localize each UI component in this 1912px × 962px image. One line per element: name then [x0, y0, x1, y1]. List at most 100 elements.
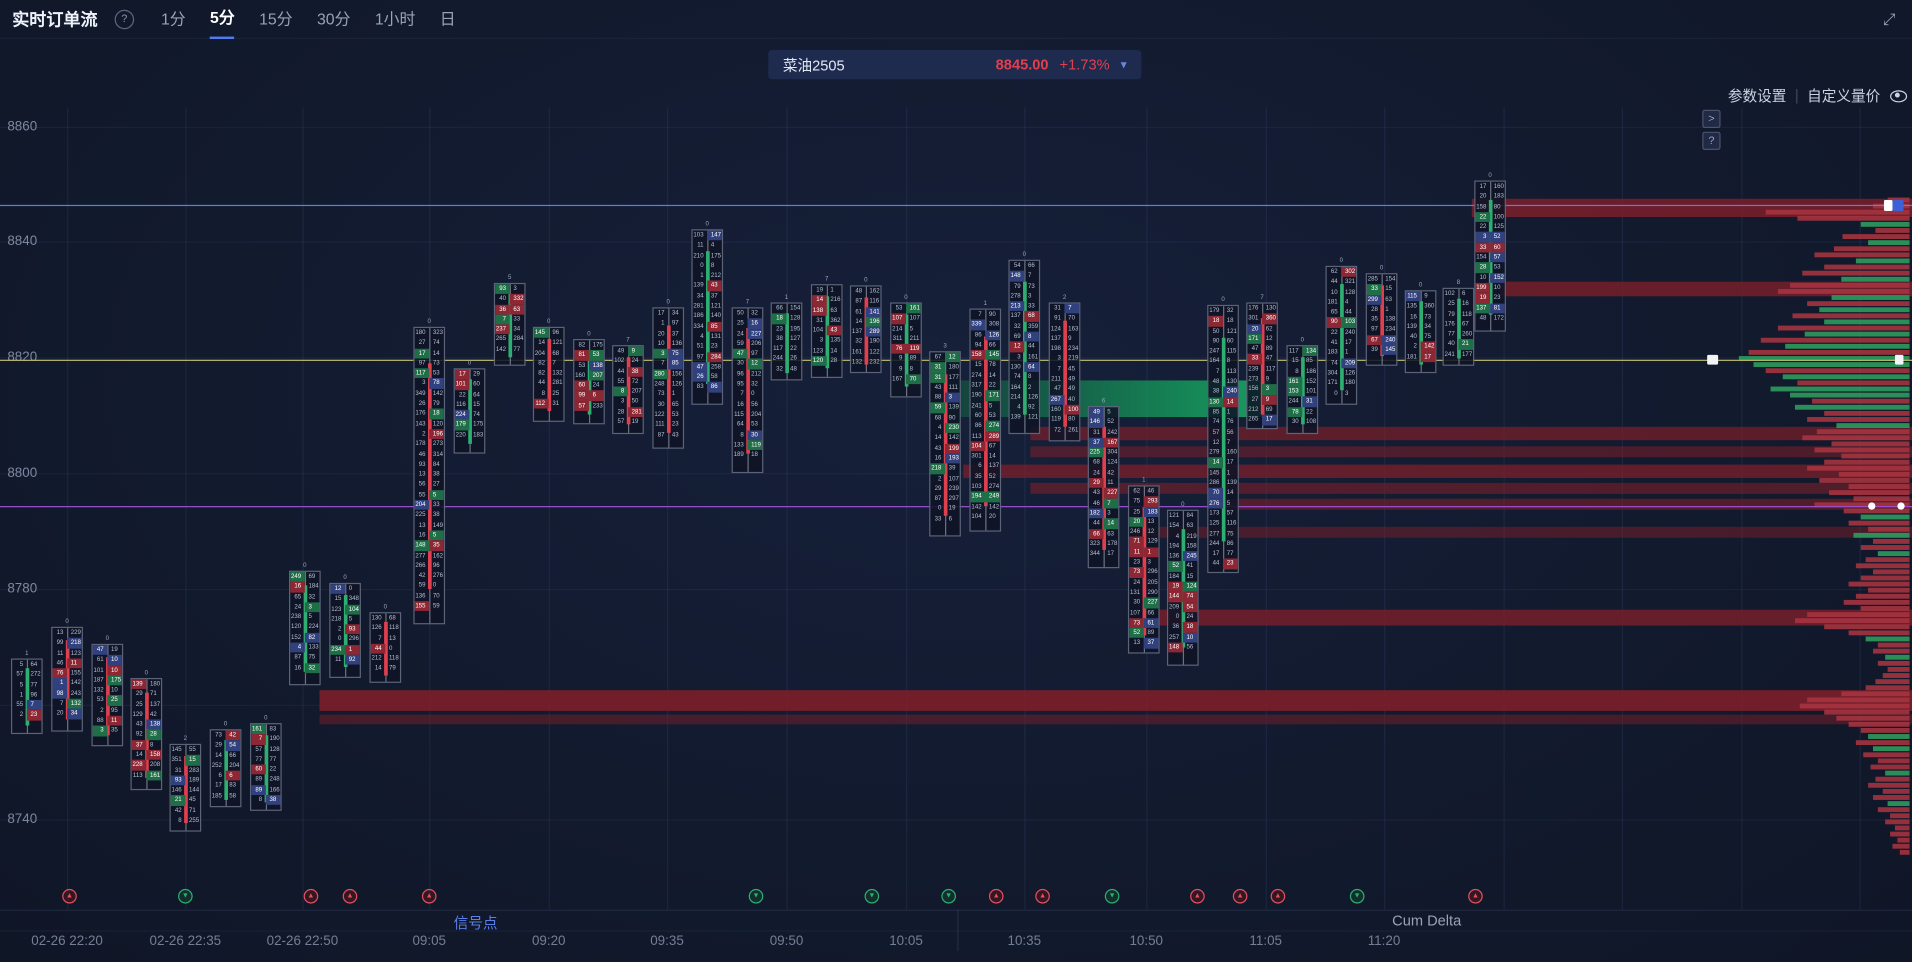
tab-1d[interactable]: 日: [439, 9, 456, 28]
instrument-selector[interactable]: 菜油2505 8845.00 +1.73% ▾: [768, 49, 1142, 80]
footprint-candle[interactable]: 50 32 25 16 24 227 59 206 47 97 30 12 96 212 95 32 7 0 16 5…: [731, 307, 764, 474]
bid-cell: 44: [538, 379, 546, 388]
footprint-candle[interactable]: 17 34 1 97 20 37 10 136 3 75 7 85 280 156 248 126 73 1 30 6…: [652, 307, 685, 449]
footprint-candle[interactable]: 47 19 61 10 101 10 187 175 132 10 53 25 2 95 88 11 3 35: [91, 643, 124, 747]
tab-1m[interactable]: 1分: [160, 9, 186, 28]
footprint-row: 44 14: [1089, 518, 1119, 529]
footprint-candle[interactable]: 48 162 87 116 61 141 14 196 137 289 32 190 161 122 132…: [849, 285, 882, 374]
signal-marker[interactable]: ▲: [1232, 888, 1248, 904]
ask-cell: 145: [985, 350, 1000, 361]
signal-marker[interactable]: ▲: [988, 888, 1004, 904]
footprint-candle[interactable]: 62 302 44 321 10 128 181 4 65 44 90 103 22 240 41 17 183…: [1325, 265, 1358, 405]
bid-cell: 44: [1093, 519, 1100, 528]
tab-30m[interactable]: 30分: [316, 9, 351, 28]
bid-cell: 104: [970, 441, 986, 452]
footprint-candle[interactable]: 67 12 31 180 31 177 43 111 88 3 59 139 68 90 4 230 14 142…: [929, 351, 961, 537]
tab-5m[interactable]: 5分: [210, 0, 235, 39]
expand-icon[interactable]: ⤢: [1882, 9, 1896, 29]
footprint-candle[interactable]: 145 55 351 15 31 283 93 189 146 144 21 45 42 71 8 255: [169, 743, 202, 832]
footprint-row: 60 22: [251, 764, 280, 775]
footprint-candle[interactable]: 13 229 99 218 11 123 46 11 76 155 1 142 98 243 7 132 20 3…: [51, 626, 83, 732]
volume-profile-bar: [1831, 295, 1910, 300]
signal-marker[interactable]: ▼: [1349, 888, 1365, 904]
candle-top-label: 0: [467, 359, 472, 368]
footprint-candle[interactable]: 54 66 148 7 79 73 278 3 213 33 137 68 32 359 69 8 12 44 3 1…: [1008, 259, 1041, 435]
help-icon[interactable]: ?: [114, 9, 135, 29]
footprint-row: 46 314: [415, 449, 444, 459]
signal-marker[interactable]: ▲: [62, 888, 77, 904]
ask-cell: 276: [432, 572, 444, 580]
footprint-candle[interactable]: 62 46 75 293 25 183 20 13 246 12 71 129 11 1 23 3 73 296 2…: [1127, 485, 1160, 654]
tab-1h[interactable]: 1小时: [374, 9, 416, 28]
signal-marker[interactable]: ▼: [864, 888, 880, 904]
ask-cell: 219: [1186, 532, 1197, 540]
signal-marker[interactable]: ▲: [1190, 888, 1205, 904]
settings-button[interactable]: 参数设置: [1727, 87, 1787, 105]
footprint-row: 214 126: [1010, 392, 1039, 402]
footprint-candle[interactable]: 73 42 29 54 14 66 252 204 6 6 17 83 185 58: [209, 729, 242, 808]
ask-cell: 7: [1064, 303, 1080, 314]
tab-15m[interactable]: 15分: [259, 9, 293, 28]
signal-marker[interactable]: ▲: [1468, 888, 1483, 904]
signal-marker[interactable]: ▼: [748, 888, 764, 904]
bid-cell: 228: [131, 760, 147, 771]
signal-marker[interactable]: ▲: [421, 888, 437, 904]
footprint-candle[interactable]: 117 134 15 85 8 186 161 152 153 101 244 31 78 22 30 108: [1286, 345, 1319, 435]
footprint-candle[interactable]: 115 9 135 360 16 73 139 34 40 75 2 142 181 17: [1404, 290, 1437, 374]
ask-cell: 86: [707, 382, 722, 393]
footprint-candle[interactable]: 82 175 81 53 53 138 160 207 60 24 99 6 57 233: [573, 338, 605, 425]
signal-marker[interactable]: ▼: [178, 888, 193, 904]
footprint-candle[interactable]: 17 29 101 60 22 64 116 15 224 74 179 175 220 183: [453, 368, 486, 454]
footprint-candle[interactable]: 285 154 33 15 299 63 28 1 35 138 97 234 67 240 39 145: [1365, 273, 1398, 366]
x-axis-label: 09:50: [769, 934, 804, 949]
footprint-candle[interactable]: 17 160 20 183 158 80 22 100 22 125 3 52 33 60 154 57 28 5…: [1474, 180, 1506, 332]
bid-cell: 57: [1212, 428, 1220, 437]
footprint-row: 237 34: [495, 324, 524, 335]
footprint-candle[interactable]: 139 180 29 71 25 137 129 42 43 138 92 28 37 8 14 158 228…: [130, 677, 163, 791]
bid-cell: 22: [1479, 223, 1487, 231]
footprint-candle[interactable]: 180 323 27 74 17 14 97 73 117 53 3 78 349 142 26 79 176 1…: [413, 326, 446, 625]
bid-cell: 210: [693, 251, 704, 260]
panel-collapse-button[interactable]: >: [1702, 109, 1721, 129]
footprint-candle[interactable]: 5 64 57 272 5 77 1 96 55 7 2 23: [10, 658, 43, 735]
signal-marker[interactable]: ▼: [941, 888, 957, 904]
footprint-candle[interactable]: 249 69 16 184 65 32 24 3 238 5 120 224 152 82 4 133 87 75…: [288, 570, 321, 686]
footprint-candle[interactable]: 53 161 107 107 214 5 311 211 76 119 9 89 9 8 167 70: [890, 302, 922, 398]
signal-marker[interactable]: ▼: [1104, 888, 1120, 904]
footprint-candle[interactable]: 93 3 40 332 36 63 7 33 237 34 265 284 142 77: [493, 282, 526, 366]
footprint-candle[interactable]: 31 7 91 70 124 163 137 9 198 234 3 219 7 45 211 49 47 49 2…: [1048, 302, 1081, 442]
bid-cell: 59: [418, 582, 426, 590]
signal-marker[interactable]: ▲: [1270, 888, 1286, 904]
footprint-candle[interactable]: 103 147 11 4 210 175 0 8 1 212 139 43 34 37 281 121 186 1…: [691, 229, 724, 405]
footprint-candle[interactable]: 12 0 15 348 123 104 218 5 2 93 0 296 234 1 11 92: [329, 582, 361, 678]
custom-volume-price-button[interactable]: 自定义量价: [1807, 87, 1881, 105]
bid-cell: 15: [1291, 357, 1299, 365]
footprint-candle[interactable]: 49 9 102 24 44 38 55 72 8 207 3 50 28 281 57 19: [612, 345, 644, 435]
volume-profile-bar: [1807, 301, 1910, 307]
footprint-candle[interactable]: 102 6 25 16 79 118 176 67 77 260 40 21 241 177: [1442, 287, 1475, 366]
cumdelta-pane-label[interactable]: Cum Delta: [1392, 912, 1462, 930]
candle-body: [264, 735, 269, 803]
footprint-row: 76 119: [891, 344, 921, 355]
footprint-candle[interactable]: 66 154 18 128 23 195 38 127 117 22 244 26 32 48: [770, 302, 803, 381]
y-axis-label: 8740: [7, 812, 38, 827]
footprint-candle[interactable]: 130 68 126 118 7 13 44 0 212 118 14 79: [369, 612, 402, 683]
footprint-candle[interactable]: 176 130 301 360 20 62 171 12 47 89 33 47 239 117 273 9 1…: [1246, 302, 1278, 430]
ask-cell: 120: [432, 420, 444, 428]
signal-marker[interactable]: ▲: [303, 888, 319, 904]
eye-icon[interactable]: [1890, 89, 1908, 102]
signal-marker[interactable]: ▲: [1035, 888, 1050, 904]
footprint-row: 25 137: [132, 699, 161, 709]
footprint-candle[interactable]: 7 90 339 308 86 126 94 66 158 145 15 78 274 14 317 22 19…: [969, 308, 1002, 532]
footprint-candle[interactable]: 145 96 14 121 204 68 82 7 82 132 44 281 8 25 112 31: [532, 326, 565, 422]
bid-cell: 130: [1010, 363, 1021, 371]
footprint-candle[interactable]: 19 1 14 216 138 63 31 362 104 43 3 135 123 14 120 28: [810, 284, 843, 379]
signal-marker[interactable]: ▲: [342, 888, 358, 904]
footprint-candle[interactable]: 179 32 18 18 50 121 90 60 247 115 164 8 7 113 48 130 38 2…: [1207, 304, 1239, 574]
panel-help-button[interactable]: ?: [1702, 131, 1721, 150]
signal-pane-label[interactable]: 信号点: [453, 914, 498, 932]
footprint-candle[interactable]: 161 83 7 190 57 128 77 77 60 22 89 248 89 166 8 38: [249, 723, 282, 811]
footprint-candle[interactable]: 49 5 146 52 31 242 37 167 225 304 68 124 24 42 29 11 43 2…: [1087, 406, 1120, 569]
footprint-candle[interactable]: 121 84 154 63 4 219 194 158 136 245 52 41 184 15 19 124…: [1166, 509, 1199, 666]
